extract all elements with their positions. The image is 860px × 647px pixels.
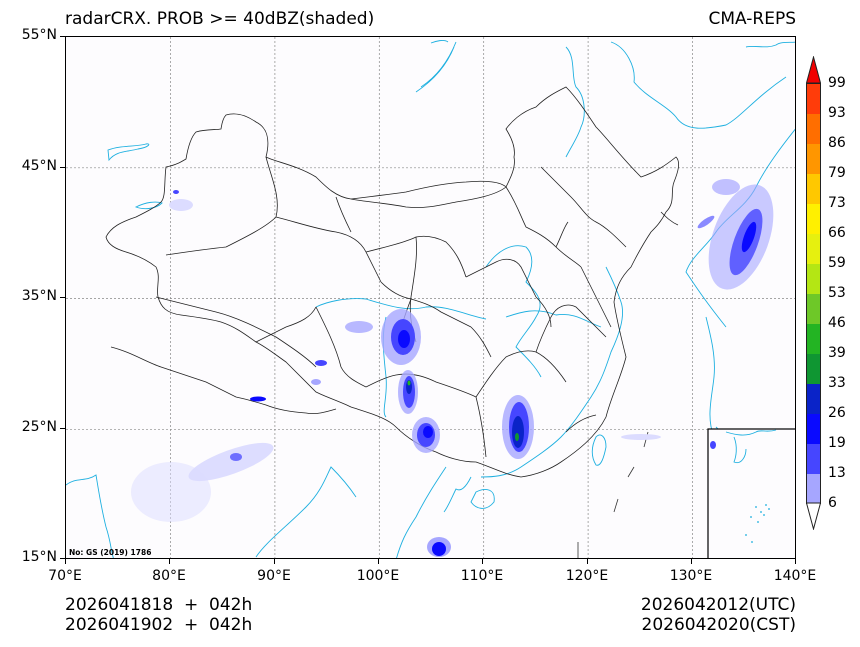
- colorbar-label: 13: [828, 465, 846, 481]
- tick-110e: [482, 559, 483, 564]
- south-china-sea-inset: [707, 428, 795, 558]
- colorbar-over-arrow: [806, 56, 821, 84]
- colorbar-cell: [806, 323, 821, 354]
- model-name: CMA-REPS: [708, 9, 796, 29]
- colorbar-label: 86: [828, 135, 846, 151]
- map-panel: [65, 36, 796, 559]
- colorbar-label: 19: [828, 435, 846, 451]
- lon-label-120: 120°E: [565, 568, 609, 584]
- tick-100e: [378, 559, 379, 564]
- colorbar-label: 79: [828, 165, 846, 181]
- colorbar-label: 59: [828, 255, 846, 271]
- init-time-utc: 2026041818 + 042h: [65, 595, 253, 615]
- lat-label-25: 25°N: [21, 419, 57, 435]
- tick-120e: [587, 559, 588, 564]
- colorbar-label: 39: [828, 345, 846, 361]
- tick-90e: [274, 559, 275, 564]
- lat-label-15: 15°N: [21, 549, 57, 565]
- colorbar-under-arrow: [806, 502, 821, 530]
- colorbar-cell: [806, 473, 821, 504]
- colorbar-label: 26: [828, 405, 846, 421]
- lon-label-110: 110°E: [460, 568, 504, 584]
- colorbar-label: 46: [828, 315, 846, 331]
- tick-45n: [60, 167, 65, 168]
- colorbar-label: 33: [828, 375, 846, 391]
- tick-80e: [169, 559, 170, 564]
- colorbar-cell: [806, 83, 821, 114]
- lat-label-35: 35°N: [21, 288, 57, 304]
- lon-label-140: 140°E: [773, 568, 817, 584]
- colorbar-cell: [806, 383, 821, 414]
- map-title: radarCRX. PROB >= 40dBZ(shaded): [65, 9, 375, 29]
- probability-shading: [131, 179, 774, 557]
- tick-55n: [60, 36, 65, 37]
- lat-label-55: 55°N: [21, 27, 57, 43]
- tick-35n: [60, 297, 65, 298]
- lon-label-90: 90°E: [257, 568, 291, 584]
- map-credit: No: GS (2019) 1786: [69, 548, 152, 557]
- colorbar-cell: [806, 353, 821, 384]
- colorbar-label: 6: [828, 495, 837, 511]
- colorbar-cell: [806, 173, 821, 204]
- lon-label-100: 100°E: [356, 568, 400, 584]
- sea-boundary-dashes: [577, 431, 649, 558]
- colorbar-cell: [806, 113, 821, 144]
- lon-label-80: 80°E: [152, 568, 186, 584]
- lon-label-130: 130°E: [669, 568, 713, 584]
- colorbar-label: 99: [828, 75, 846, 91]
- colorbar-label: 53: [828, 285, 846, 301]
- map-canvas: [66, 37, 795, 558]
- colorbar-label: 93: [828, 105, 846, 121]
- lat-label-45: 45°N: [21, 158, 57, 174]
- lon-label-70: 70°E: [48, 568, 82, 584]
- tick-70e: [65, 559, 66, 564]
- valid-time-cst: 2026042020(CST): [641, 615, 796, 635]
- init-time-cst: 2026041902 + 042h: [65, 615, 253, 635]
- political-borders: [105, 86, 680, 478]
- colorbar-label: 66: [828, 225, 846, 241]
- colorbar-cell: [806, 293, 821, 324]
- colorbar-cell: [806, 443, 821, 474]
- colorbar-cell: [806, 143, 821, 174]
- tick-25n: [60, 428, 65, 429]
- tick-130e: [691, 559, 692, 564]
- valid-time-utc: 2026042012(UTC): [640, 595, 796, 615]
- tick-15n: [60, 558, 65, 559]
- colorbar-label: 73: [828, 195, 846, 211]
- colorbar-cell: [806, 203, 821, 234]
- colorbar-cell: [806, 413, 821, 444]
- colorbar-cell: [806, 233, 821, 264]
- tick-140e: [795, 559, 796, 564]
- colorbar-cell: [806, 263, 821, 294]
